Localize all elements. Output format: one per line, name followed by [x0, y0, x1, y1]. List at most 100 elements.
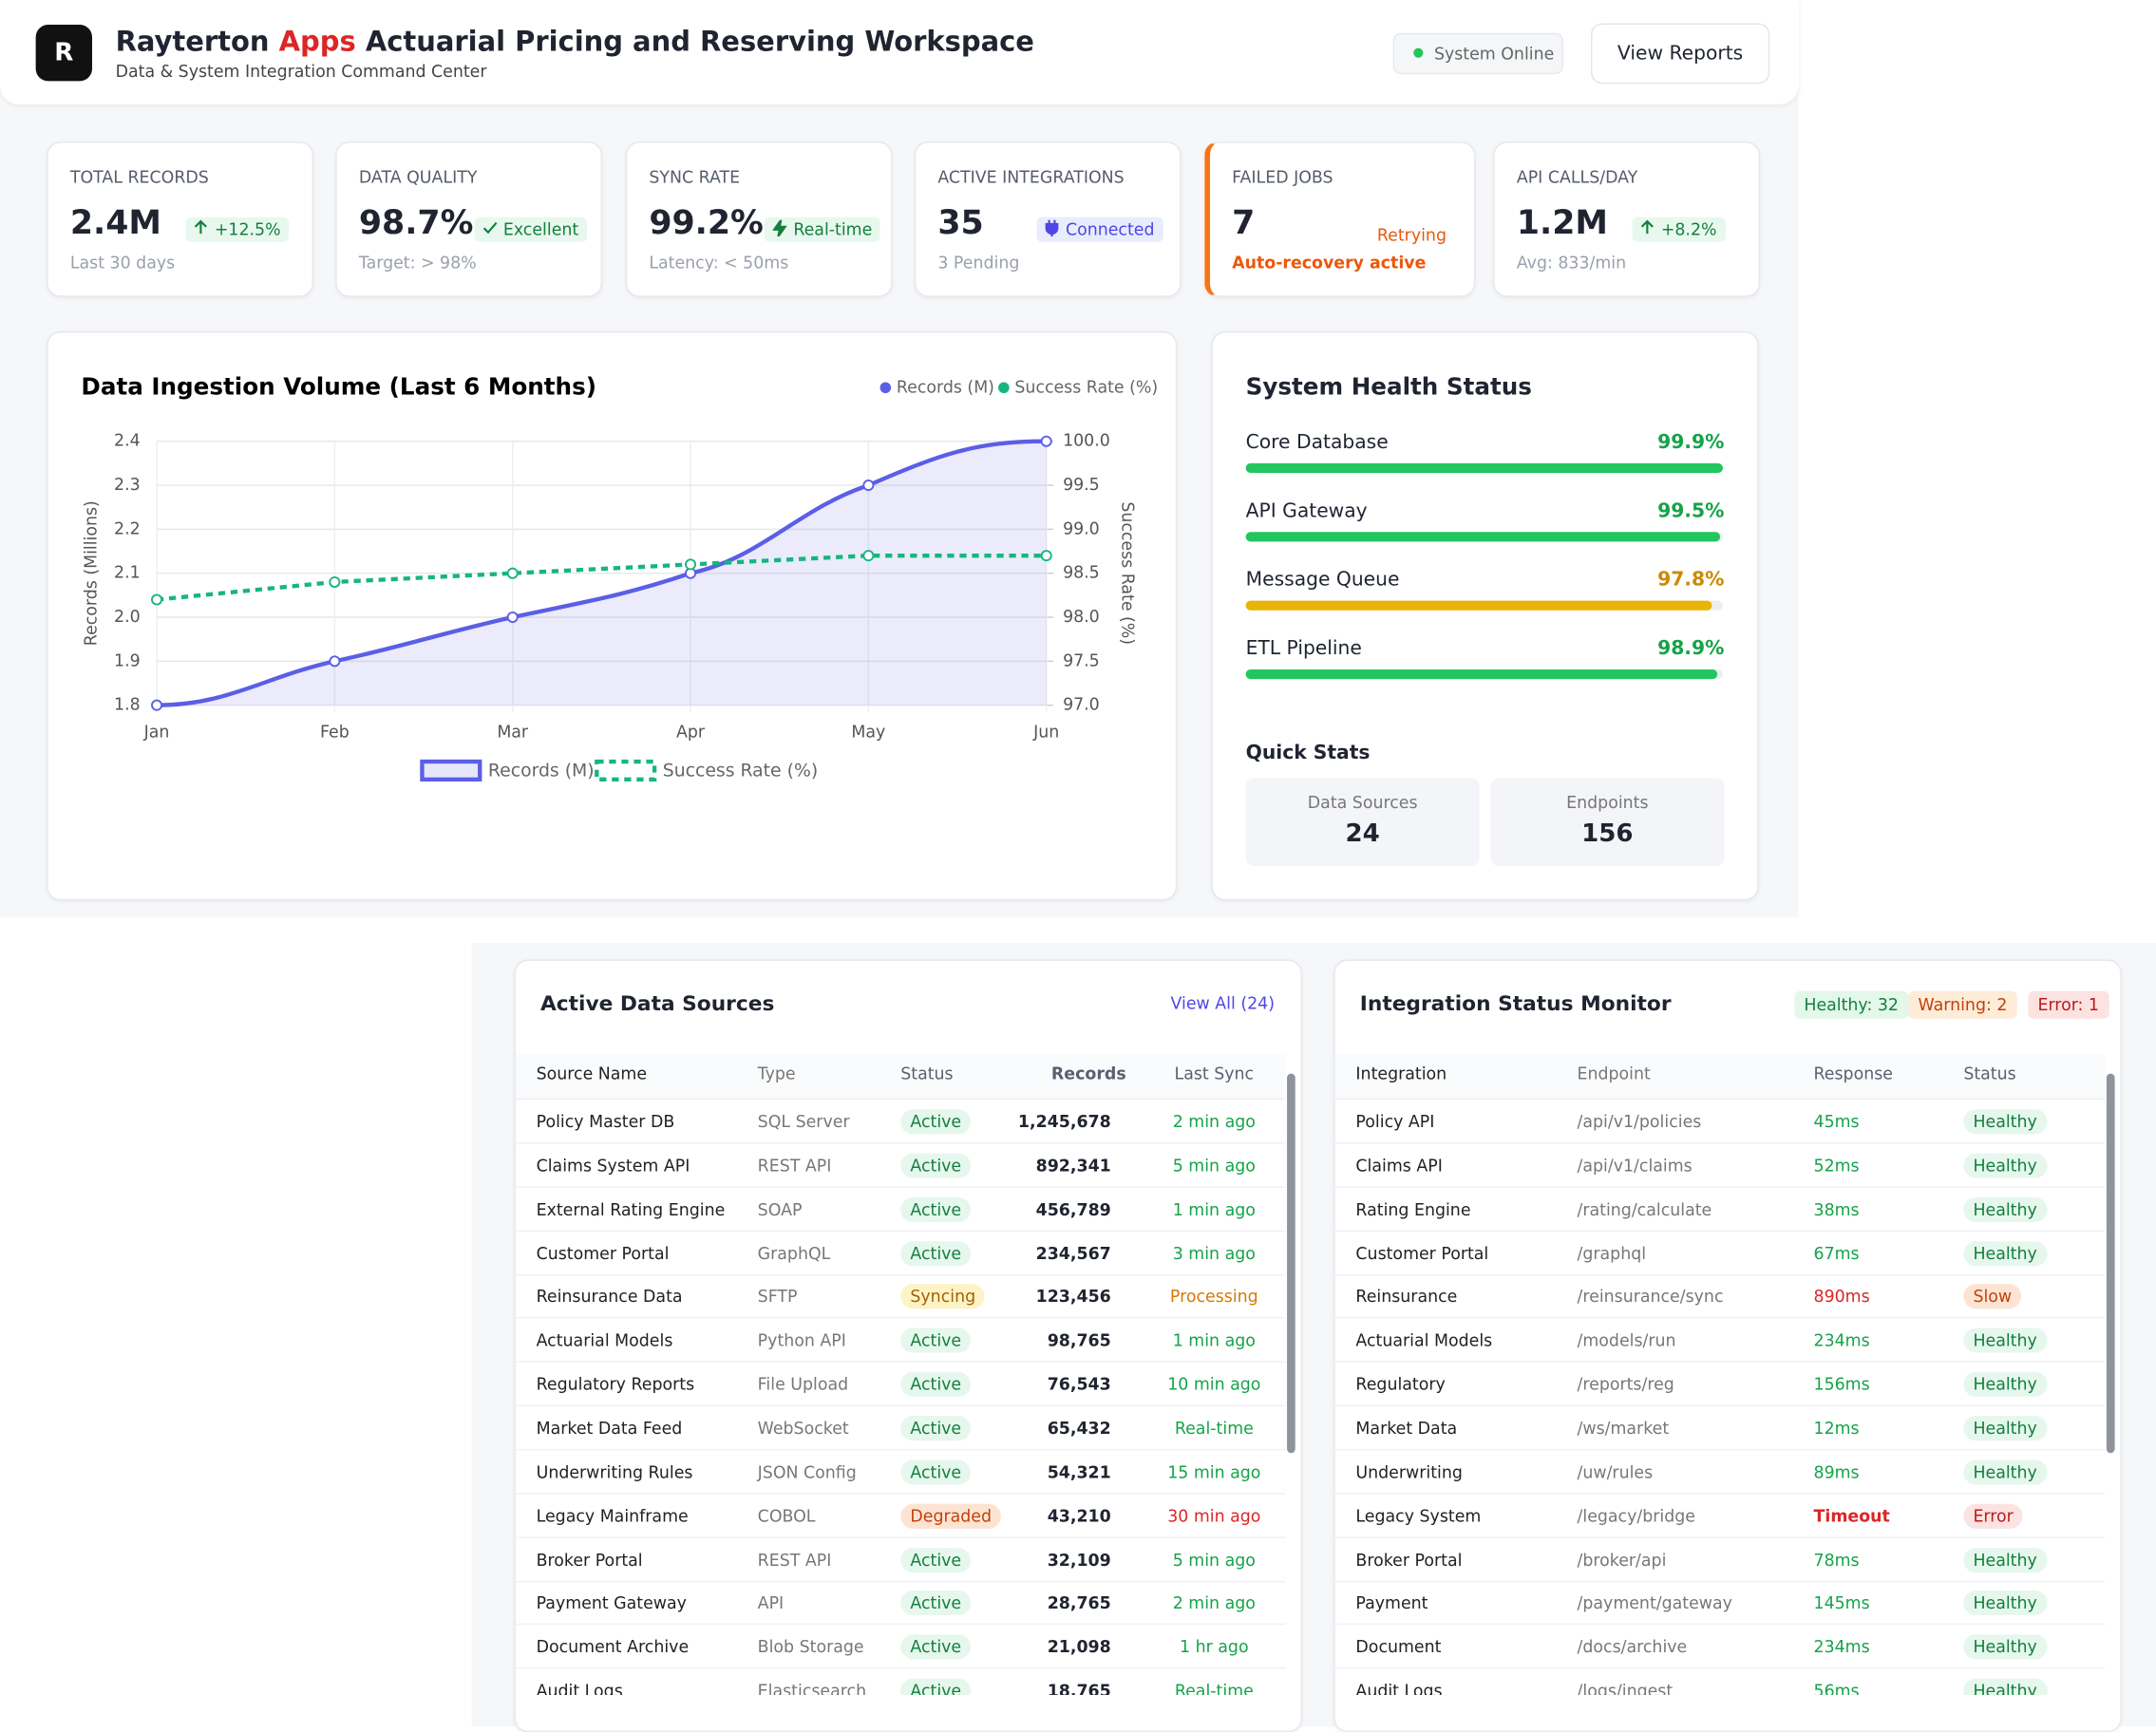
logo: R: [35, 25, 92, 82]
table-cell: REST API: [758, 1156, 832, 1175]
row-divider: [1334, 1448, 2106, 1451]
badge-icon: [771, 219, 787, 237]
row-divider: [1334, 1580, 2106, 1582]
source-name: Claims System API: [536, 1156, 690, 1176]
table-cell: /reports/reg: [1578, 1375, 1674, 1394]
type: REST API: [757, 1156, 832, 1176]
x-tick-label: Jun: [1032, 724, 1059, 743]
view-reports-button[interactable]: View Reports: [1590, 23, 1770, 85]
table-cell: 234ms: [1814, 1331, 1870, 1350]
source-name: Actuarial Models: [536, 1330, 673, 1351]
kpi-note: Auto-recovery active: [1232, 253, 1427, 273]
table-cell: Broker Portal: [1355, 1550, 1462, 1569]
kpi-value: 2.4M: [69, 203, 161, 242]
kpi-badge: Real-time: [764, 216, 880, 242]
table-header-bg: [515, 1054, 1286, 1101]
table-cell: Actuarial Models: [537, 1331, 673, 1350]
table-cell: Underwriting: [1355, 1462, 1462, 1481]
last-sync: 3 min ago: [1172, 1243, 1256, 1263]
response: 890ms: [1813, 1287, 1870, 1307]
table-title: Active Data Sources: [539, 990, 775, 1016]
table-cell: /api/v1/policies: [1578, 1112, 1702, 1131]
table-cell: Document Archive: [537, 1637, 690, 1656]
table-cell: 45ms: [1814, 1112, 1860, 1131]
x-tick-label: Feb: [320, 724, 350, 743]
table-cell: /reinsurance/sync: [1578, 1288, 1724, 1307]
type: Elasticsearch: [757, 1681, 867, 1696]
y2-tick-label: 99.5: [1063, 476, 1100, 495]
table-cell: Active: [900, 1240, 972, 1266]
records: 123,456: [1035, 1287, 1111, 1307]
status: Active: [900, 1240, 972, 1266]
kpi-card: API CALLS/DAY 1.2M +8.2% Avg: 833/min: [1493, 141, 1761, 297]
chart-title: Data Ingestion Volume (Last 6 Months): [81, 372, 596, 400]
table-cell: Payment: [1355, 1593, 1428, 1612]
table-cell: 56ms: [1814, 1682, 1860, 1695]
y2-tick-label: 99.0: [1063, 519, 1100, 538]
table-cell: Active: [900, 1416, 972, 1441]
table-cell: REST API: [758, 1550, 832, 1569]
kpi-card: FAILED JOBS 7 Retrying Auto-recovery active: [1204, 141, 1476, 297]
records: 54,321: [1047, 1462, 1111, 1482]
chart-card: [47, 330, 1178, 901]
row-divider: [515, 1230, 1286, 1232]
point: [329, 575, 341, 588]
table-cell: 30 min ago: [1162, 1506, 1266, 1525]
y2-axis-label: Success Rate (%): [1117, 501, 1136, 645]
kpi-card: ACTIVE INTEGRATIONS 35 Connected 3 Pending: [914, 141, 1182, 297]
table-cell: Elasticsearch: [758, 1682, 866, 1695]
title-brand: Apps: [278, 25, 356, 58]
records: 456,789: [1035, 1199, 1111, 1219]
table-cell: 1 hr ago: [1162, 1637, 1266, 1656]
table-cell: Healthy: [1963, 1109, 2047, 1135]
table-cell: 1 min ago: [1162, 1331, 1266, 1350]
kpi-badge: +12.5%: [185, 216, 290, 242]
y-tick-label: 2.3: [114, 476, 141, 495]
health-card: System Health Status Core Database 99.9% AP…: [1211, 330, 1759, 901]
table-cell: Rating Engine: [1355, 1199, 1470, 1218]
table-cell: /api/v1/claims: [1578, 1156, 1693, 1175]
status: Slow: [1963, 1284, 2022, 1309]
source-name: Regulatory Reports: [536, 1374, 695, 1395]
table-cell: Broker Portal: [537, 1550, 643, 1569]
source-name: Policy Master DB: [536, 1112, 675, 1132]
point: [685, 558, 697, 571]
kpi-note: Target: > 98%: [358, 253, 477, 273]
records: 65,432: [1047, 1418, 1111, 1439]
kpi-note: 3 Pending: [937, 253, 1020, 273]
integration: Market Data: [1355, 1418, 1458, 1439]
table-cell: Timeout: [1814, 1506, 1890, 1525]
status: Healthy: [1963, 1109, 2047, 1135]
table-cell: /broker/api: [1578, 1550, 1667, 1569]
row-divider: [1334, 1667, 2106, 1669]
status: Healthy: [1963, 1327, 2047, 1353]
legend-swatch: [420, 759, 482, 782]
status: Syncing: [900, 1284, 986, 1309]
row-divider: [1334, 1317, 2106, 1319]
view-all-link[interactable]: View All (24): [1170, 993, 1276, 1013]
response: 12ms: [1813, 1418, 1860, 1439]
table-cell: Healthy: [1963, 1196, 2047, 1222]
integration: Underwriting: [1355, 1462, 1463, 1482]
point: [1040, 435, 1052, 447]
last-sync: 1 min ago: [1172, 1199, 1256, 1219]
table-header-bg: [1334, 1054, 2106, 1101]
endpoint: /logs/ingest: [1577, 1681, 1674, 1696]
records: 18,765: [1047, 1681, 1111, 1696]
icon-path: [482, 221, 498, 235]
table-cell: Active: [900, 1327, 972, 1353]
y-tick-label: 2.2: [114, 519, 141, 538]
status: Active: [900, 1153, 972, 1178]
type: SFTP: [757, 1287, 798, 1307]
y-tick-label: 1.8: [114, 696, 141, 715]
table-cell: 456,789: [1036, 1199, 1111, 1218]
response: 56ms: [1813, 1681, 1860, 1696]
kpi-label: TOTAL RECORDS: [69, 167, 209, 187]
table-cell: Python API: [758, 1331, 846, 1350]
type: SQL Server: [757, 1112, 850, 1132]
source-name: Market Data Feed: [536, 1418, 683, 1439]
y-tick-label: 2.1: [114, 564, 141, 583]
legend-swatch: [595, 759, 657, 782]
column-header: Status: [900, 1064, 954, 1083]
source-name: Legacy Mainframe: [536, 1506, 689, 1526]
